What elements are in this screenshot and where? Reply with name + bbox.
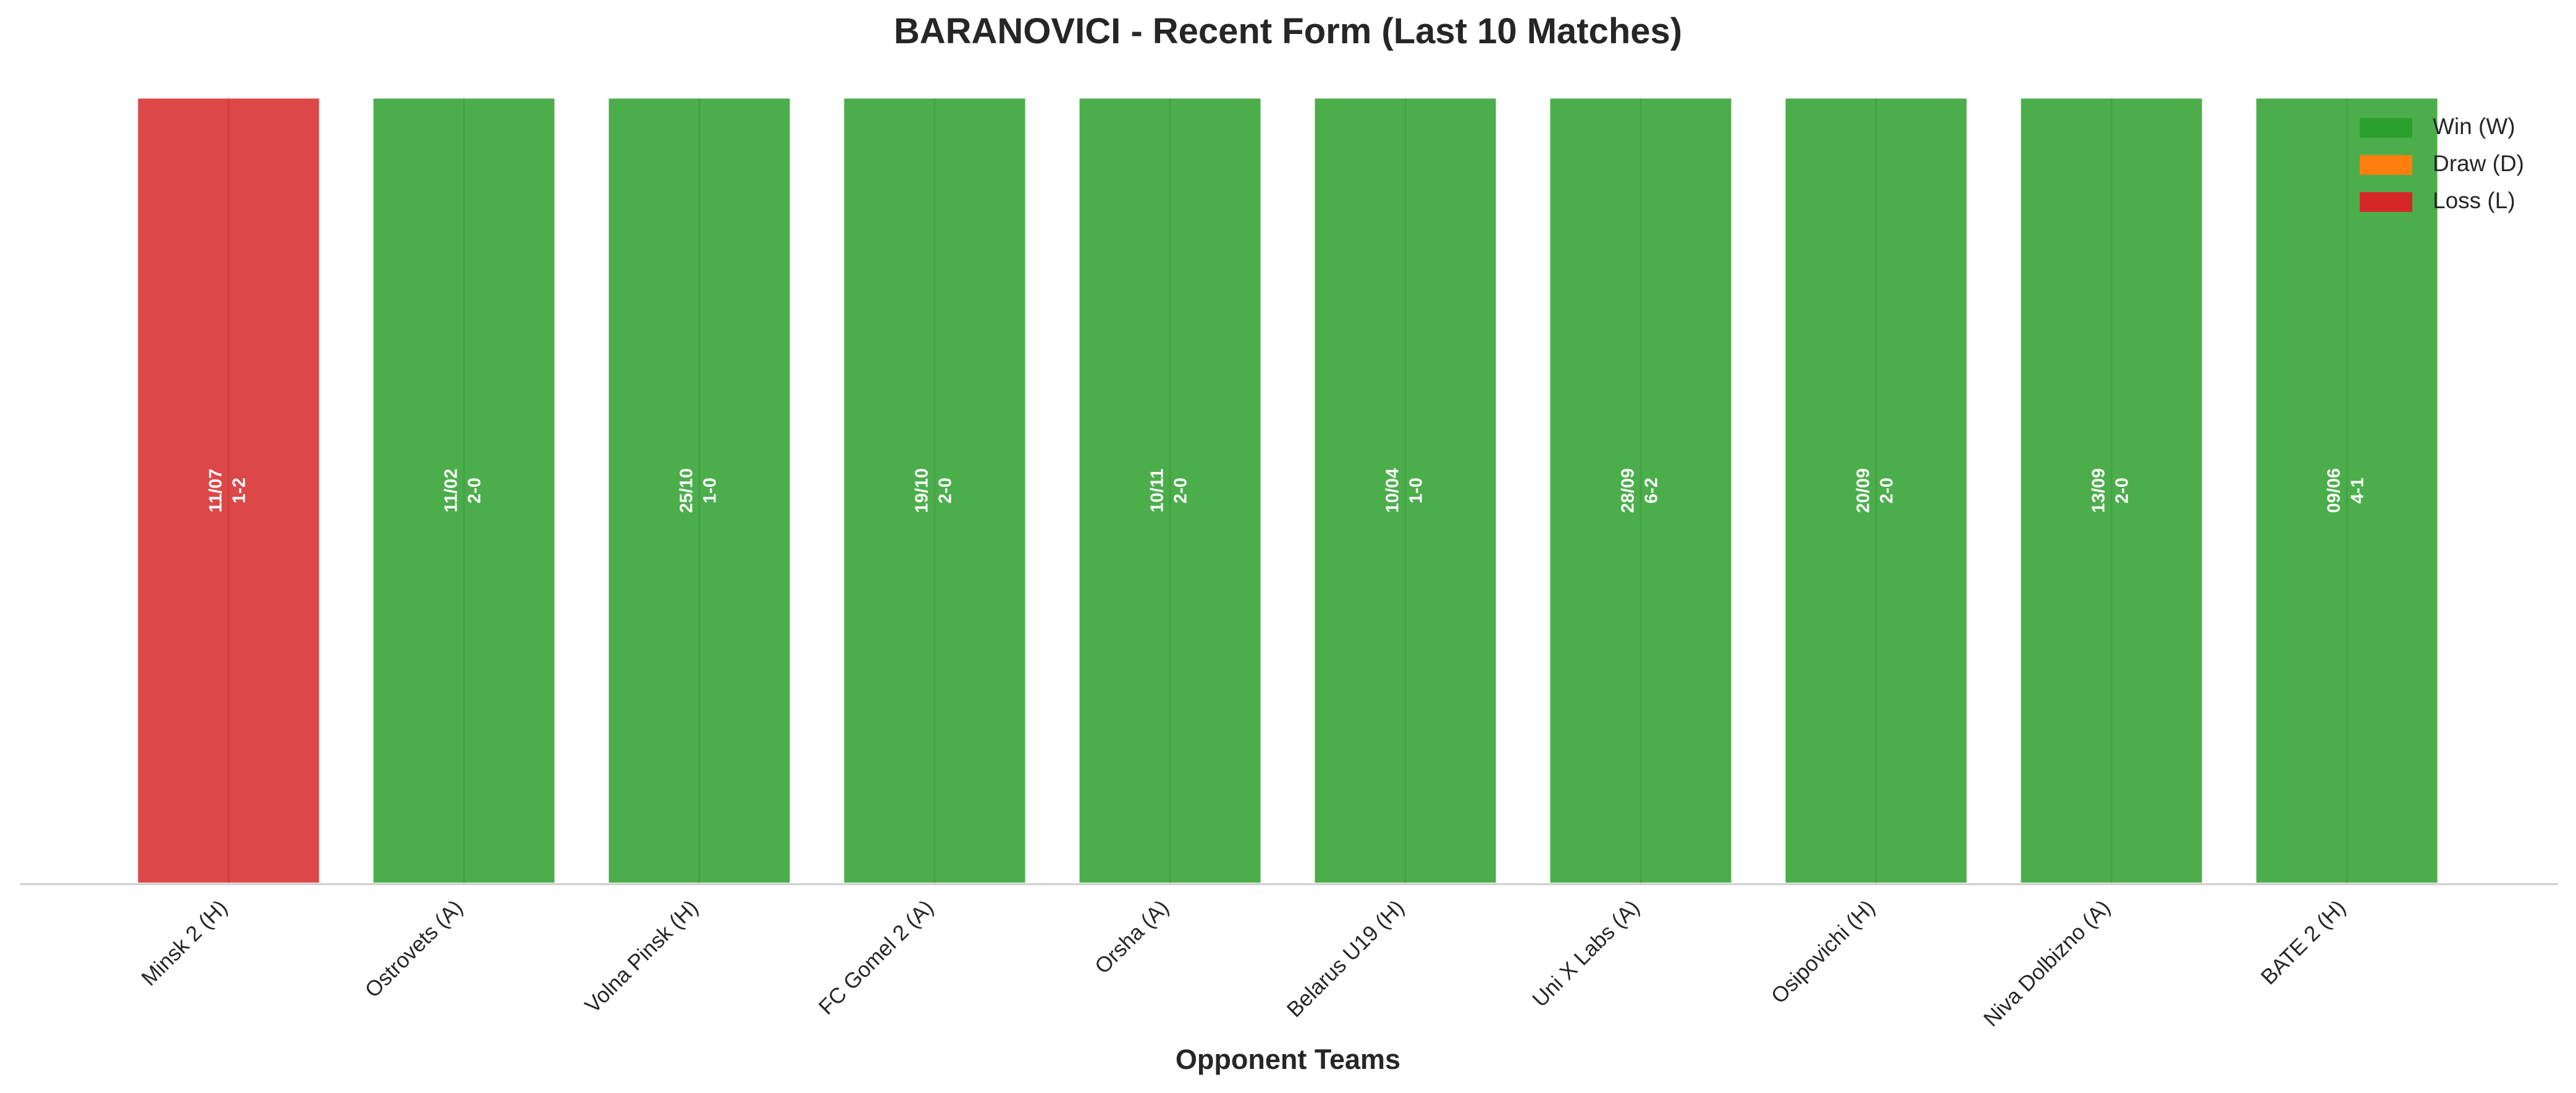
legend-swatch	[2360, 192, 2412, 212]
x-tick-label: Niva Dolbizno (A)	[1979, 895, 2115, 1031]
bar-date-label: 11/07	[206, 469, 226, 513]
bar-date-label: 11/02	[442, 469, 461, 513]
bar-score-label: 4-1	[2348, 478, 2368, 504]
bar-date-label: 09/06	[2325, 468, 2344, 513]
x-tick-label: Orsha (A)	[1090, 895, 1174, 979]
bar-date-label: 19/10	[912, 468, 932, 513]
bar	[370, 95, 558, 886]
legend-label: Win (W)	[2433, 114, 2515, 139]
bar-score-label: 2-0	[465, 478, 485, 504]
bar-score-label: 2-0	[1877, 478, 1897, 504]
x-tick-label: Ostrovets (A)	[360, 895, 467, 1002]
bar	[841, 95, 1029, 886]
chart-title: BARANOVICI - Recent Form (Last 10 Matche…	[894, 11, 1682, 51]
bar-date-label: 20/09	[1854, 468, 1874, 513]
legend-label: Loss (L)	[2433, 188, 2515, 213]
bar-score-label: 2-0	[936, 478, 956, 504]
bar	[1311, 95, 1499, 886]
bar-score-label: 2-0	[2113, 478, 2132, 504]
bar	[2253, 95, 2441, 886]
x-tick-label: BATE 2 (H)	[2256, 895, 2350, 989]
x-tick-label: FC Gomel 2 (A)	[814, 895, 938, 1019]
legend-swatch	[2360, 118, 2412, 138]
x-tick-label: Belarus U19 (H)	[1282, 895, 1409, 1022]
bar-score-label: 1-0	[701, 478, 720, 504]
bar-date-label: 10/11	[1148, 469, 1168, 513]
bar-date-label: 25/10	[677, 468, 697, 513]
bar	[1782, 95, 1970, 886]
legend-label: Draw (D)	[2433, 151, 2524, 176]
bar	[1547, 95, 1735, 886]
bar-date-label: 10/04	[1383, 468, 1403, 513]
bar	[605, 95, 793, 886]
bar-date-label: 13/09	[2089, 468, 2109, 513]
bar-score-label: 6-2	[1642, 478, 1662, 504]
x-tick-label: Osipovichi (H)	[1767, 895, 1880, 1008]
bar-date-label: 28/09	[1618, 468, 1638, 513]
legend-swatch	[2360, 155, 2412, 175]
bar-score-label: 1-2	[230, 478, 250, 504]
x-axis-label: Opponent Teams	[1176, 1044, 1400, 1075]
x-tick-label: Uni X Labs (A)	[1528, 895, 1644, 1012]
bar-score-label: 1-0	[1407, 478, 1426, 504]
x-tick-label: Volna Pinsk (H)	[581, 895, 703, 1018]
bar-score-label: 2-0	[1171, 478, 1191, 504]
bar	[135, 95, 322, 886]
bar	[1076, 95, 1264, 886]
x-tick-label: Minsk 2 (H)	[137, 895, 232, 990]
